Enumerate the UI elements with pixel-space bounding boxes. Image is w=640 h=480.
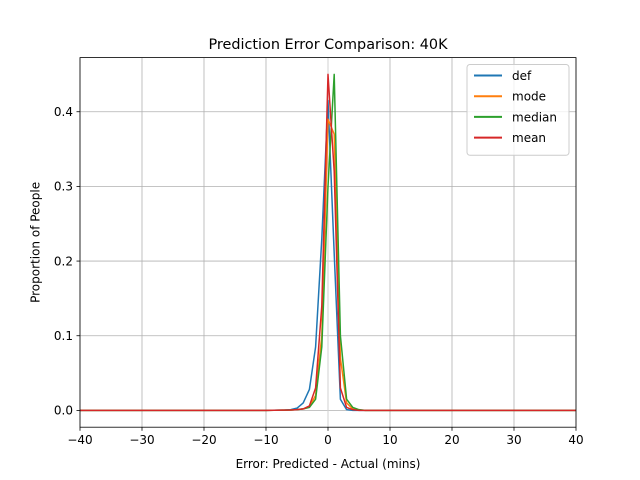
y-axis-label: Proportion of People (29, 182, 43, 303)
y-tick-label: 0.3 (54, 180, 73, 194)
legend-label-median: median (512, 110, 557, 124)
y-axis-ticks: 0.0 0.1 0.2 0.3 0.4 (54, 105, 80, 418)
legend-label-mean: mean (512, 131, 546, 145)
x-axis-label: Error: Predicted - Actual (mins) (236, 457, 421, 471)
legend-label-def: def (512, 69, 532, 83)
chart-title: Prediction Error Comparison: 40K (208, 37, 448, 53)
y-tick-label: 0.4 (54, 105, 73, 119)
series-line-mean (80, 73, 576, 412)
series-lines (80, 73, 576, 412)
x-tick-label: 40 (568, 433, 583, 447)
x-tick-label: 0 (324, 433, 332, 447)
y-tick-label: 0.1 (54, 329, 73, 343)
legend-box (466, 64, 570, 156)
legend: def mode median mean (466, 64, 570, 156)
x-tick-label: −30 (129, 433, 154, 447)
x-tick-label: 20 (444, 433, 459, 447)
x-tick-label: −40 (67, 433, 92, 447)
x-tick-label: 30 (506, 433, 521, 447)
y-tick-label: 0.2 (54, 254, 73, 268)
x-tick-label: −20 (191, 433, 216, 447)
legend-label-mode: mode (512, 90, 546, 104)
x-axis-ticks: −40 −30 −20 −10 0 10 20 30 40 (67, 427, 584, 447)
x-tick-label: 10 (382, 433, 397, 447)
y-tick-label: 0.0 (54, 404, 73, 418)
x-tick-label: −10 (253, 433, 278, 447)
